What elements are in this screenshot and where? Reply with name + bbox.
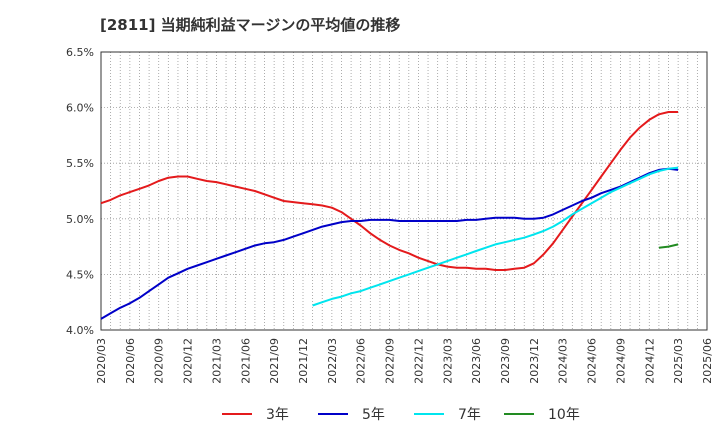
- x-tick-label: 2020/12: [182, 338, 195, 384]
- y-tick-label: 6.0%: [66, 102, 94, 115]
- x-tick-label: 2023/03: [441, 338, 454, 384]
- x-tick-label: 2020/09: [153, 338, 166, 384]
- x-tick-label: 2024/03: [557, 338, 570, 384]
- x-tick-label: 2023/09: [499, 338, 512, 384]
- x-tick-label: 2021/12: [297, 338, 310, 384]
- legend-label-2: 5年: [362, 407, 385, 423]
- x-tick-label: 2025/06: [701, 338, 714, 384]
- x-tick-label: 2024/06: [586, 338, 599, 384]
- series-line-4: [658, 243, 679, 249]
- plot-frame: [100, 51, 708, 331]
- series-line-1: [100, 111, 679, 271]
- legend-label-4: 10年: [548, 407, 580, 423]
- series-line-2: [100, 167, 679, 320]
- x-tick-label: 2023/06: [470, 338, 483, 384]
- y-tick-label: 4.0%: [66, 324, 94, 337]
- x-tick-label: 2022/12: [412, 338, 425, 384]
- x-tick-label: 2020/06: [124, 338, 137, 384]
- plot-area: [101, 52, 707, 330]
- x-tick-label: 2020/03: [95, 338, 108, 384]
- y-tick-label: 4.5%: [66, 268, 94, 281]
- x-tick-label: 2021/09: [268, 338, 281, 384]
- x-tick-label: 2024/12: [643, 338, 656, 384]
- chart-title: [2811] 当期純利益マージンの平均値の推移: [100, 16, 401, 34]
- x-tick-label: 2022/03: [326, 338, 339, 384]
- y-tick-label: 6.5%: [66, 46, 94, 59]
- x-tick-label: 2024/09: [614, 338, 627, 384]
- x-tick-label: 2023/12: [528, 338, 541, 384]
- x-tick-label: 2022/06: [355, 338, 368, 384]
- x-tick-label: 2025/03: [672, 338, 685, 384]
- y-tick-label: 5.5%: [66, 157, 94, 170]
- y-tick-label: 5.0%: [66, 213, 94, 226]
- x-tick-label: 2022/09: [384, 338, 397, 384]
- legend-label-3: 7年: [458, 407, 481, 423]
- x-tick-label: 2021/06: [239, 338, 252, 384]
- series-line-3: [312, 166, 679, 307]
- legend-label-1: 3年: [266, 407, 289, 423]
- x-tick-label: 2021/03: [210, 338, 223, 384]
